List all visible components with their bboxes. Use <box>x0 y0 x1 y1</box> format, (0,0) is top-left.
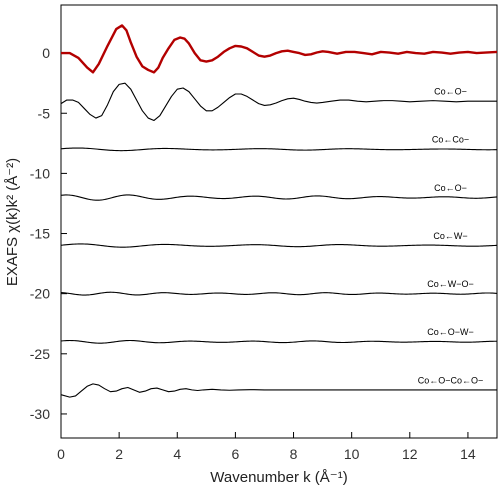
x-tick-label: 0 <box>57 446 65 462</box>
path-label-co-o-1: Co←O− <box>434 87 467 97</box>
y-tick-label: -10 <box>30 165 50 181</box>
y-tick-label: -5 <box>38 105 51 121</box>
y-tick-label: -15 <box>30 226 50 242</box>
path-label-co-co: Co←Co− <box>432 135 469 145</box>
y-tick-label: -30 <box>30 406 50 422</box>
y-tick-label: -20 <box>30 286 50 302</box>
series-line-co-o-w <box>60 383 497 398</box>
x-tick-label: 6 <box>232 446 240 462</box>
path-label-co-o-w: Co←O−W− <box>427 327 474 337</box>
series-line-co-w <box>60 291 498 296</box>
x-tick-label: 2 <box>115 446 123 462</box>
series-line-co-o-1 <box>60 147 498 152</box>
series-group <box>60 24 498 398</box>
y-tick-label: 0 <box>42 45 50 61</box>
x-tick-label: 8 <box>290 446 298 462</box>
path-labels: Co←O− Co←Co− Co←O− Co←W− Co←W−O− Co←O−W− Co←O−… <box>418 87 484 386</box>
x-tick-label: 12 <box>402 446 418 462</box>
y-tick-label: -25 <box>30 346 50 362</box>
y-axis-label: EXAFS χ(k)k² (Å⁻²) <box>4 158 21 286</box>
axis-ticks: 0 2 4 6 8 10 12 14 0 -5 -10 -15 -20 -25 -30 <box>30 45 476 462</box>
series-line-co-w-o <box>60 339 497 344</box>
path-label-co-o-2: Co←O− <box>434 183 467 193</box>
path-label-co-w: Co←W− <box>433 231 467 241</box>
x-tick-label: 4 <box>173 446 181 462</box>
series-line-co-o-2 <box>60 243 498 248</box>
plot-frame <box>60 4 498 439</box>
x-tick-label: 10 <box>344 446 360 462</box>
x-axis-label: Wavenumber k (Å⁻¹) <box>210 469 347 486</box>
series-line-co-co <box>60 194 498 201</box>
path-label-co-w-o: Co←W−O− <box>427 279 474 289</box>
series-line-fit <box>60 82 497 122</box>
x-tick-label: 14 <box>460 446 476 462</box>
path-label-co-o-co-o: Co←O−Co←O− <box>418 375 484 385</box>
series-line-exp <box>61 24 498 74</box>
